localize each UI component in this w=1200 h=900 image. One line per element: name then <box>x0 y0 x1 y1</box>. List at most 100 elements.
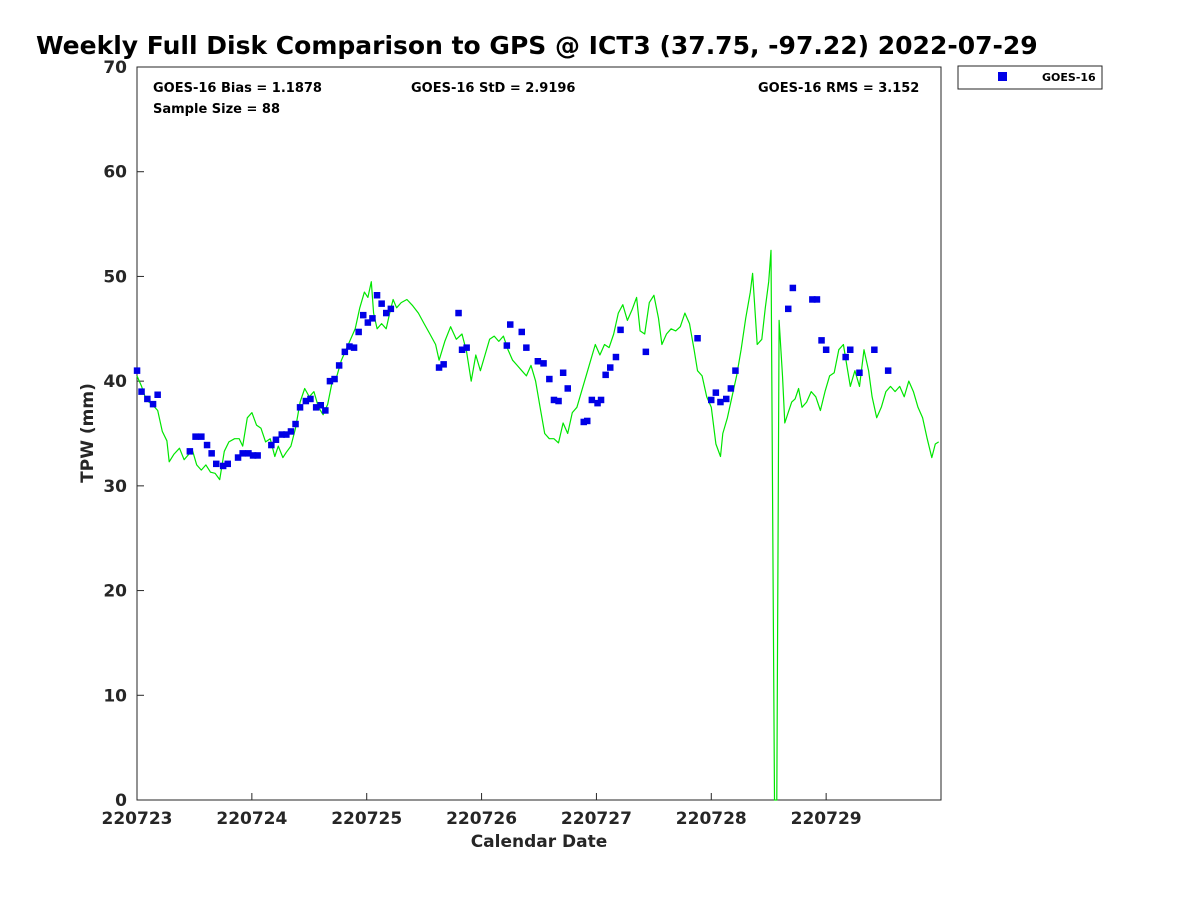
plot-area <box>136 66 942 801</box>
goes16-point <box>694 335 701 342</box>
rms-stat: GOES-16 RMS = 3.152 <box>758 81 919 96</box>
goes16-point <box>597 396 605 404</box>
goes16-point <box>818 337 825 344</box>
x-tick-label: 220723 <box>102 809 173 829</box>
goes16-point <box>455 309 462 317</box>
goes16-point <box>789 284 797 292</box>
y-tick-label: 20 <box>103 582 127 602</box>
goes16-point <box>272 436 280 443</box>
y-tick-label: 60 <box>103 163 127 183</box>
x-tick-label: 220725 <box>331 809 402 829</box>
goes16-point <box>602 371 609 379</box>
goes16-point <box>871 346 878 353</box>
goes16-point <box>283 431 290 438</box>
legend-box <box>957 65 1103 90</box>
goes16-point <box>198 433 205 440</box>
goes16-point <box>307 395 314 403</box>
goes16-point <box>612 353 620 361</box>
goes16-point <box>138 388 145 395</box>
goes16-point <box>546 375 553 383</box>
goes16-point <box>287 428 295 435</box>
goes16-point <box>555 397 562 405</box>
goes16-point <box>856 369 863 376</box>
goes16-point <box>523 344 530 351</box>
goes16-point <box>268 441 275 449</box>
goes16-point <box>564 385 571 392</box>
goes16-point <box>326 377 334 385</box>
goes16-point <box>383 309 390 317</box>
goes16-point <box>507 321 514 328</box>
goes16-point <box>239 450 246 457</box>
goes16-point <box>440 361 447 368</box>
bias-stat: GOES-16 Bias = 1.1878 <box>153 81 322 96</box>
goes16-point <box>594 399 601 407</box>
goes16-point <box>540 360 547 367</box>
y-tick-label: 40 <box>103 372 127 392</box>
goes16-point <box>435 364 443 371</box>
goes16-point <box>192 433 199 440</box>
goes16-point <box>335 362 343 369</box>
goes16-point <box>213 460 220 468</box>
goes16-point <box>588 396 596 404</box>
goes16-point <box>133 367 141 374</box>
x-tick-label: 220728 <box>676 809 747 829</box>
x-tick-label: 220726 <box>446 809 517 829</box>
goes16-point <box>249 452 257 459</box>
goes16-point <box>559 369 567 376</box>
y-tick-label: 70 <box>103 58 127 78</box>
goes16-point <box>360 311 367 319</box>
goes16-scatter-series <box>133 284 892 470</box>
y-tick-label: 0 <box>115 791 127 811</box>
goes16-point <box>813 296 821 303</box>
goes16-point <box>847 346 854 353</box>
goes16-point <box>642 348 650 356</box>
goes16-point <box>154 391 161 398</box>
goes16-point <box>296 404 304 411</box>
x-axis: 220723 220724 220725 220726 220727 220728 2207… <box>102 793 862 829</box>
goes16-point <box>219 462 227 470</box>
goes16-point <box>278 431 285 438</box>
goes16-point <box>723 395 730 403</box>
goes16-point <box>550 396 558 404</box>
goes16-point <box>144 395 151 403</box>
y-tick-label: 10 <box>103 686 127 706</box>
goes16-point <box>387 305 395 313</box>
goes16-point <box>503 342 511 349</box>
goes16-point <box>317 402 324 409</box>
goes16-point <box>364 319 372 326</box>
goes16-point <box>708 396 715 404</box>
legend: GOES-16 <box>957 65 1103 90</box>
goes16-point <box>254 452 261 459</box>
goes16-point <box>149 400 157 408</box>
gps-tpw-line <box>136 249 940 801</box>
y-tick-label: 30 <box>103 477 127 497</box>
y-tick-label: 50 <box>103 267 127 287</box>
goes16-point <box>785 305 792 313</box>
goes16-point <box>607 364 614 371</box>
goes16-point <box>712 389 720 396</box>
x-axis-label: Calendar Date <box>471 832 608 852</box>
goes16-point <box>245 450 252 457</box>
goes16-point <box>727 385 735 392</box>
goes16-point <box>732 367 739 374</box>
goes16-point <box>312 404 320 411</box>
legend-label-goes16: GOES-16 <box>1042 71 1096 84</box>
x-tick-label: 220729 <box>791 809 862 829</box>
goes16-point <box>534 358 542 365</box>
goes16-point <box>378 300 385 307</box>
goes16-point <box>373 292 381 299</box>
y-axis-label: TPW (mm) <box>78 383 98 483</box>
goes16-point <box>302 397 310 405</box>
goes16-point <box>234 454 242 461</box>
y-axis: 0 10 20 30 40 50 60 70 <box>103 58 144 811</box>
goes16-point <box>208 450 215 457</box>
legend-marker-goes16 <box>998 72 1007 81</box>
goes16-point <box>186 448 194 455</box>
goes16-point <box>580 418 587 426</box>
goes16-point <box>346 343 353 350</box>
goes16-point <box>355 328 362 336</box>
goes16-point <box>369 315 376 322</box>
goes16-point <box>322 407 329 414</box>
goes16-point <box>518 328 525 336</box>
